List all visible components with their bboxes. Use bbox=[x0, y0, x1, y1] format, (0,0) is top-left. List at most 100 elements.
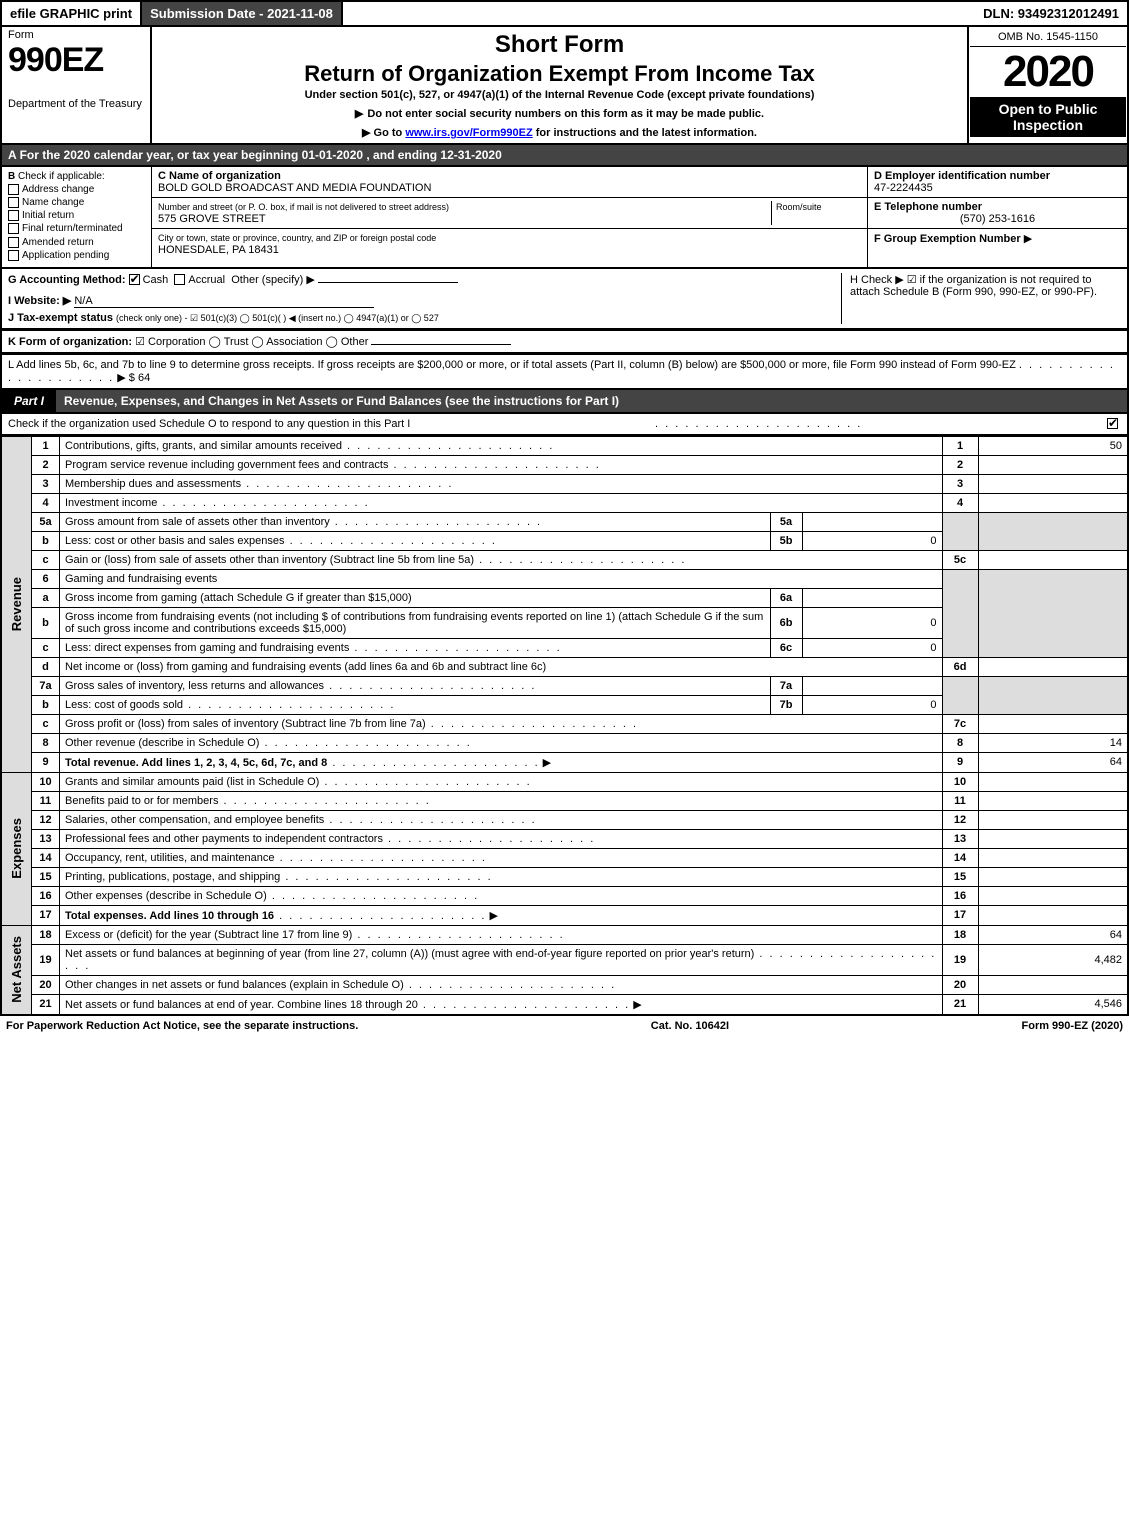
box-17: 17 bbox=[942, 905, 978, 925]
desc-3: Membership dues and assessments bbox=[65, 478, 241, 490]
line-6: 6 Gaming and fundraising events bbox=[1, 569, 1128, 588]
line-4: 4 Investment income 4 bbox=[1, 493, 1128, 512]
tax-year-line: A For the 2020 calendar year, or tax yea… bbox=[0, 145, 1129, 167]
val-21: 4,546 bbox=[978, 994, 1128, 1015]
desc-5b: Less: cost or other basis and sales expe… bbox=[65, 535, 285, 547]
ln-3: 3 bbox=[32, 474, 60, 493]
form-ref: Form 990-EZ (2020) bbox=[1022, 1020, 1123, 1032]
paperwork-notice: For Paperwork Reduction Act Notice, see … bbox=[6, 1020, 358, 1032]
ln-20: 20 bbox=[32, 975, 60, 994]
form-word: Form bbox=[8, 29, 144, 41]
val-5c bbox=[978, 550, 1128, 569]
box-8: 8 bbox=[942, 733, 978, 752]
val-19: 4,482 bbox=[978, 944, 1128, 975]
k-label: K Form of organization: bbox=[8, 336, 132, 348]
desc-13: Professional fees and other payments to … bbox=[65, 833, 383, 845]
line-19: 19Net assets or fund balances at beginni… bbox=[1, 944, 1128, 975]
val-18: 64 bbox=[978, 925, 1128, 944]
chk-name-change[interactable]: Name change bbox=[8, 197, 145, 208]
city-state-zip: HONESDALE, PA 18431 bbox=[158, 244, 279, 256]
chk-address-change[interactable]: Address change bbox=[8, 184, 145, 195]
other-specify-field[interactable] bbox=[318, 282, 458, 283]
chk-application-pending[interactable]: Application pending bbox=[8, 250, 145, 261]
ln-6b: b bbox=[32, 607, 60, 638]
subbox-7a: 7a bbox=[770, 676, 802, 695]
ln-5a: 5a bbox=[32, 512, 60, 531]
part1-checknote: Check if the organization used Schedule … bbox=[0, 414, 1129, 436]
ln-6c: c bbox=[32, 638, 60, 657]
org-name: BOLD GOLD BROADCAST AND MEDIA FOUNDATION bbox=[158, 182, 431, 194]
box-1: 1 bbox=[942, 436, 978, 455]
id-phone-col: D Employer identification number 47-2224… bbox=[867, 167, 1127, 267]
ln-6d: d bbox=[32, 657, 60, 676]
line-1: Revenue 1 Contributions, gifts, grants, … bbox=[1, 436, 1128, 455]
chk-final-return[interactable]: Final return/terminated bbox=[8, 223, 145, 234]
form-id-cell: Form 990EZ Department of the Treasury bbox=[1, 27, 151, 144]
desc-18: Excess or (deficit) for the year (Subtra… bbox=[65, 929, 352, 941]
desc-6d: Net income or (loss) from gaming and fun… bbox=[65, 661, 546, 673]
arrow-icon: ▶ bbox=[362, 127, 374, 139]
chk-amended-return[interactable]: Amended return bbox=[8, 237, 145, 248]
val-13 bbox=[978, 829, 1128, 848]
l-row: L Add lines 5b, 6c, and 7b to line 9 to … bbox=[0, 354, 1129, 390]
line-2: 2 Program service revenue including gove… bbox=[1, 455, 1128, 474]
accrual-label: Accrual bbox=[188, 274, 225, 286]
chk-initial-return[interactable]: Initial return bbox=[8, 210, 145, 221]
part1-label: Part I bbox=[2, 390, 56, 412]
b-label: B bbox=[8, 171, 18, 182]
subval-7a bbox=[802, 676, 942, 695]
box-11: 11 bbox=[942, 791, 978, 810]
val-10 bbox=[978, 772, 1128, 791]
netassets-side-label: Net Assets bbox=[7, 932, 26, 1007]
submission-date: Submission Date - 2021-11-08 bbox=[142, 2, 343, 25]
chk-schedule-o[interactable] bbox=[1107, 418, 1118, 429]
val-8: 14 bbox=[978, 733, 1128, 752]
dln-label: DLN: 93492312012491 bbox=[975, 2, 1127, 25]
desc-20: Other changes in net assets or fund bala… bbox=[65, 979, 404, 991]
irs-link[interactable]: www.irs.gov/Form990EZ bbox=[405, 127, 532, 139]
ln-6: 6 bbox=[32, 569, 60, 588]
val-17 bbox=[978, 905, 1128, 925]
subval-6a bbox=[802, 588, 942, 607]
chk-accrual[interactable] bbox=[174, 274, 185, 285]
box-18: 18 bbox=[942, 925, 978, 944]
grey-6 bbox=[942, 569, 978, 657]
val-16 bbox=[978, 886, 1128, 905]
ln-7c: c bbox=[32, 714, 60, 733]
line-14: 14Occupancy, rent, utilities, and mainte… bbox=[1, 848, 1128, 867]
dept-treasury: Department of the Treasury bbox=[8, 98, 144, 110]
open-public-inspection: Open to Public Inspection bbox=[970, 97, 1126, 137]
subval-5a bbox=[802, 512, 942, 531]
desc-6b: Gross income from fundraising events (no… bbox=[65, 611, 763, 635]
ln-16: 16 bbox=[32, 886, 60, 905]
ln-14: 14 bbox=[32, 848, 60, 867]
subbox-5b: 5b bbox=[770, 531, 802, 550]
line-12: 12Salaries, other compensation, and empl… bbox=[1, 810, 1128, 829]
desc-6: Gaming and fundraising events bbox=[65, 573, 217, 585]
top-bar: efile GRAPHIC print Submission Date - 20… bbox=[0, 0, 1129, 27]
ln-11: 11 bbox=[32, 791, 60, 810]
efile-print-label[interactable]: efile GRAPHIC print bbox=[2, 2, 142, 25]
arrow-icon: ▶ bbox=[1024, 233, 1032, 245]
part1-title-bar: Revenue, Expenses, and Changes in Net As… bbox=[56, 390, 1127, 412]
desc-5c: Gain or (loss) from sale of assets other… bbox=[65, 554, 474, 566]
k-other-field[interactable] bbox=[371, 344, 511, 345]
desc-17: Total expenses. Add lines 10 through 16 bbox=[65, 910, 274, 922]
ein-value: 47-2224435 bbox=[874, 182, 933, 194]
desc-1: Contributions, gifts, grants, and simila… bbox=[65, 440, 342, 452]
form-number: 990EZ bbox=[8, 41, 144, 80]
val-1: 50 bbox=[978, 436, 1128, 455]
expenses-side-label: Expenses bbox=[7, 814, 26, 883]
box-19: 19 bbox=[942, 944, 978, 975]
val-15 bbox=[978, 867, 1128, 886]
title-cell: Short Form Return of Organization Exempt… bbox=[151, 27, 968, 144]
chk-cash[interactable] bbox=[129, 274, 140, 285]
goto-post: for instructions and the latest informat… bbox=[536, 127, 757, 139]
line-13: 13Professional fees and other payments t… bbox=[1, 829, 1128, 848]
box-10: 10 bbox=[942, 772, 978, 791]
subval-6c: 0 bbox=[802, 638, 942, 657]
box-12: 12 bbox=[942, 810, 978, 829]
c-label: C Name of organization bbox=[158, 170, 281, 182]
val-11 bbox=[978, 791, 1128, 810]
box-16: 16 bbox=[942, 886, 978, 905]
